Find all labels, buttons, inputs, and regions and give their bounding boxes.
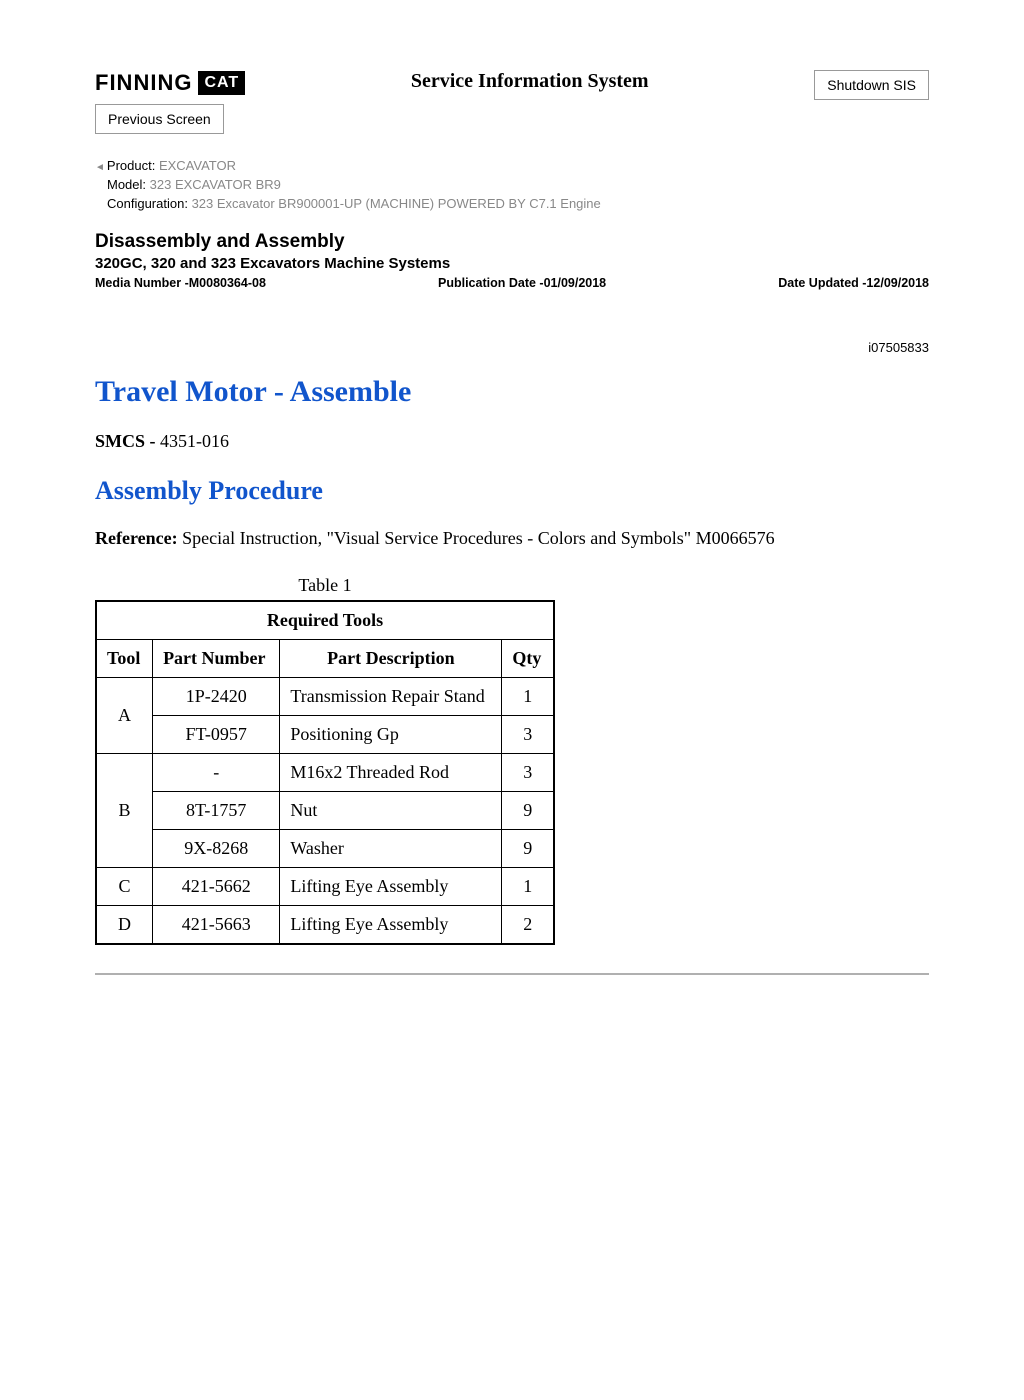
cell-qty: 3 xyxy=(502,754,554,792)
col-tool: Tool xyxy=(96,640,153,678)
cell-part-desc: Positioning Gp xyxy=(280,716,502,754)
cell-part-desc: M16x2 Threaded Rod xyxy=(280,754,502,792)
previous-screen-button[interactable]: Previous Screen xyxy=(95,104,224,134)
meta-product-label: Product: xyxy=(107,158,155,173)
smcs-label: SMCS - xyxy=(95,431,156,451)
cell-qty: 2 xyxy=(502,906,554,945)
cell-qty: 3 xyxy=(502,716,554,754)
shutdown-button[interactable]: Shutdown SIS xyxy=(814,70,929,100)
logo-cat-text: CAT xyxy=(204,74,239,91)
media-number: Media Number -M0080364-08 xyxy=(95,276,266,290)
cell-part-desc: Lifting Eye Assembly xyxy=(280,868,502,906)
section-subtitle: 320GC, 320 and 323 Excavators Machine Sy… xyxy=(95,255,929,272)
smcs-line: SMCS - 4351-016 xyxy=(95,431,929,452)
cell-part-desc: Washer xyxy=(280,830,502,868)
cell-part-number: 421-5663 xyxy=(153,906,280,945)
meta-config: Configuration: 323 Excavator BR900001-UP… xyxy=(95,196,929,211)
cell-part-number: 421-5662 xyxy=(153,868,280,906)
procedure-heading: Assembly Procedure xyxy=(95,476,929,506)
meta-config-label: Configuration: xyxy=(107,196,188,211)
table-row: C 421-5662 Lifting Eye Assembly 1 xyxy=(96,868,554,906)
required-tools-table: Required Tools Tool Part Number Part Des… xyxy=(95,600,555,945)
table-row: B - M16x2 Threaded Rod 3 xyxy=(96,754,554,792)
logo-cat-badge: CAT xyxy=(198,71,245,95)
table-header-row: Tool Part Number Part Description Qty xyxy=(96,640,554,678)
divider xyxy=(95,973,929,975)
logo-finning-text: FINNING xyxy=(95,70,192,96)
col-qty: Qty xyxy=(502,640,554,678)
col-part-number: Part Number xyxy=(153,640,280,678)
cell-tool: C xyxy=(96,868,153,906)
meta-block: ◄Product: EXCAVATOR Model: 323 EXCAVATOR… xyxy=(95,158,929,211)
reference-value: Special Instruction, "Visual Service Pro… xyxy=(178,528,775,548)
smcs-value: 4351-016 xyxy=(156,431,230,451)
meta-model-value: 323 EXCAVATOR BR9 xyxy=(146,177,281,192)
publication-date: Publication Date -01/09/2018 xyxy=(438,276,606,290)
table-title: Required Tools xyxy=(96,601,554,640)
cell-tool: B xyxy=(96,754,153,868)
prev-row: Previous Screen xyxy=(95,104,929,134)
cell-part-number: 8T-1757 xyxy=(153,792,280,830)
cell-qty: 1 xyxy=(502,868,554,906)
page-title: Travel Motor - Assemble xyxy=(95,375,929,409)
table-row: D 421-5663 Lifting Eye Assembly 2 xyxy=(96,906,554,945)
meta-product: ◄Product: EXCAVATOR xyxy=(95,158,929,173)
table-row: A 1P-2420 Transmission Repair Stand 1 xyxy=(96,678,554,716)
cell-part-number: 1P-2420 xyxy=(153,678,280,716)
cell-qty: 9 xyxy=(502,830,554,868)
col-part-desc: Part Description xyxy=(280,640,502,678)
section-title: Disassembly and Assembly xyxy=(95,231,929,253)
publication-row: Media Number -M0080364-08 Publication Da… xyxy=(95,276,929,290)
meta-product-value: EXCAVATOR xyxy=(155,158,236,173)
document-id: i07505833 xyxy=(95,340,929,355)
reference-line: Reference: Special Instruction, "Visual … xyxy=(95,528,929,549)
logo-block: FINNING CAT xyxy=(95,70,245,96)
cell-part-desc: Lifting Eye Assembly xyxy=(280,906,502,945)
sis-title: Service Information System xyxy=(411,70,649,93)
header: FINNING CAT Service Information System S… xyxy=(95,70,929,100)
logo: FINNING CAT xyxy=(95,70,245,96)
cell-qty: 9 xyxy=(502,792,554,830)
collapse-icon: ◄ xyxy=(95,162,105,173)
meta-model-label: Model: xyxy=(107,177,146,192)
cell-part-desc: Transmission Repair Stand xyxy=(280,678,502,716)
table-row: 8T-1757 Nut 9 xyxy=(96,792,554,830)
table-row: 9X-8268 Washer 9 xyxy=(96,830,554,868)
cell-part-number: FT-0957 xyxy=(153,716,280,754)
table-caption: Table 1 xyxy=(95,575,555,596)
cell-qty: 1 xyxy=(502,678,554,716)
cell-part-number: 9X-8268 xyxy=(153,830,280,868)
table-row: FT-0957 Positioning Gp 3 xyxy=(96,716,554,754)
cell-part-number: - xyxy=(153,754,280,792)
meta-config-value: 323 Excavator BR900001-UP (MACHINE) POWE… xyxy=(188,196,601,211)
reference-label: Reference: xyxy=(95,528,178,548)
cell-part-desc: Nut xyxy=(280,792,502,830)
cell-tool: D xyxy=(96,906,153,945)
date-updated: Date Updated -12/09/2018 xyxy=(778,276,929,290)
meta-model: Model: 323 EXCAVATOR BR9 xyxy=(95,177,929,192)
cell-tool: A xyxy=(96,678,153,754)
